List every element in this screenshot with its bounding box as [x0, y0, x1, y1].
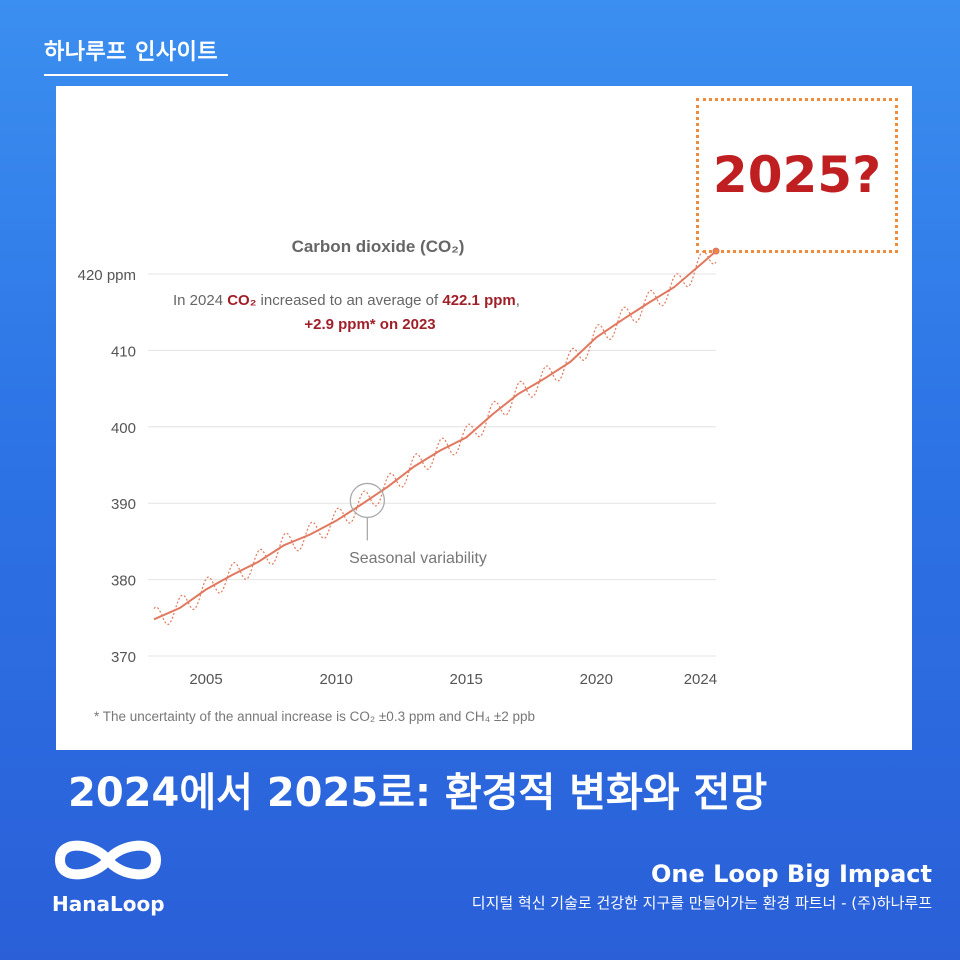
infinity-icon [55, 840, 161, 880]
chart-title: Carbon dioxide (CO₂) [292, 237, 465, 256]
highlight-year: 2025? [712, 146, 882, 204]
y-tick-label: 420 ppm [78, 267, 136, 284]
y-tick-label: 370 [111, 649, 136, 666]
annotation-highlight: CO₂ [227, 292, 256, 309]
y-tick-label: 410 [111, 343, 136, 360]
chart-footnote: * The uncertainty of the annual increase… [94, 709, 535, 724]
annotation-line-1: In 2024 CO₂ increased to an average of 4… [173, 292, 520, 309]
insight-header: 하나루프 인사이트 [44, 34, 228, 76]
annotation-prefix: In 2024 [173, 292, 227, 309]
x-tick-label: 2015 [450, 671, 483, 688]
x-tick-label: 2024 [684, 671, 717, 688]
x-axis: 2005 2010 2015 2020 2024 [189, 671, 717, 688]
seasonal-line [153, 250, 717, 626]
highlight-year-box: 2025? [696, 98, 898, 253]
hanaloop-logo: HanaLoop [52, 834, 165, 916]
tagline-sub: 디지털 혁신 기술로 건강한 지구를 만들어가는 환경 파트너 - (주)하나루… [471, 894, 932, 912]
headline: 2024에서 2025로: 환경적 변화와 전망 [68, 770, 768, 816]
logo-name: HanaLoop [52, 892, 165, 916]
y-tick-label: 380 [111, 573, 136, 590]
y-tick-label: 400 [111, 420, 136, 437]
trend-line [153, 250, 717, 621]
page-title: 하나루프 인사이트 [44, 40, 219, 65]
seasonal-callout-label: Seasonal variability [349, 550, 487, 567]
tagline: One Loop Big Impact 디지털 혁신 기술로 건강한 지구를 만… [472, 860, 932, 913]
x-tick-label: 2020 [580, 671, 613, 688]
y-tick-label: 390 [111, 496, 136, 513]
annotation-line-2: +2.9 ppm* on 2023 [304, 316, 435, 333]
tagline-main: One Loop Big Impact [651, 860, 932, 888]
x-tick-label: 2005 [189, 671, 222, 688]
gridlines [148, 273, 716, 657]
y-axis: 420 ppm 410 400 390 380 370 [78, 267, 136, 666]
title-underline [44, 74, 228, 76]
annotation-mid: increased to an average of [256, 292, 442, 309]
annotation-suffix: , [516, 292, 520, 309]
x-tick-label: 2010 [319, 671, 352, 688]
chart-card: 420 ppm 410 400 390 380 370 2005 2010 2015 2020 2… [56, 86, 912, 750]
annotation-value: 422.1 ppm [442, 292, 515, 309]
